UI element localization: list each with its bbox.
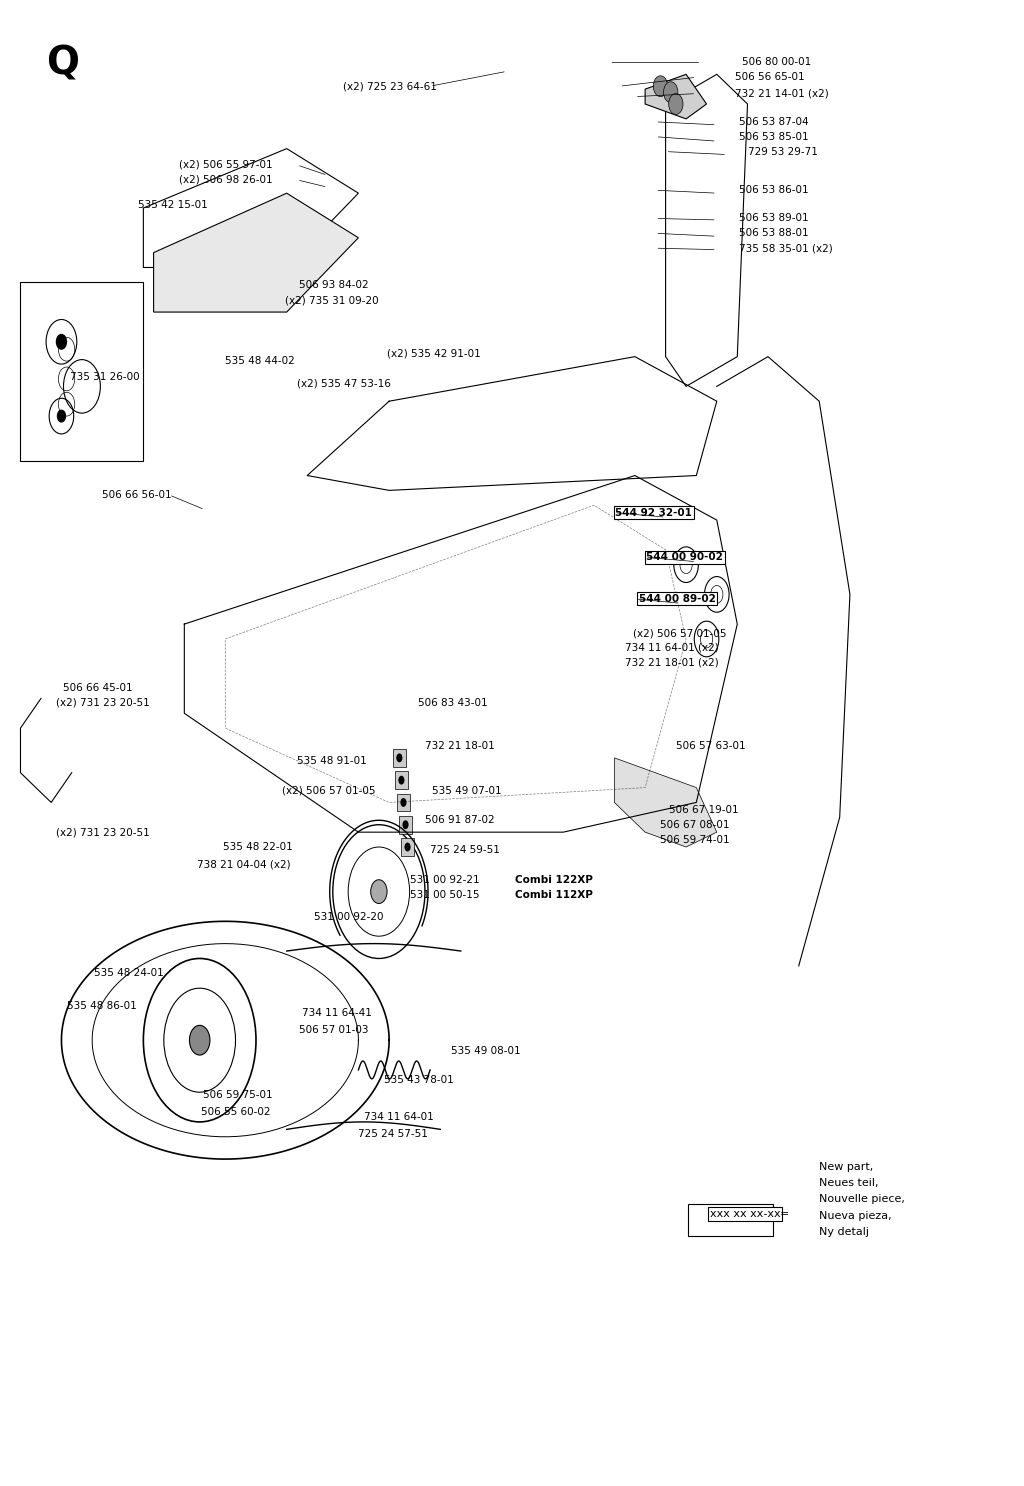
Text: 506 80 00-01: 506 80 00-01: [742, 58, 812, 67]
Text: 732 21 18-01 (x2): 732 21 18-01 (x2): [625, 658, 719, 667]
Text: 535 48 44-02: 535 48 44-02: [225, 357, 295, 366]
Text: 535 48 22-01: 535 48 22-01: [223, 843, 293, 851]
Text: 506 59 75-01: 506 59 75-01: [203, 1091, 272, 1100]
Text: (x2) 535 47 53-16: (x2) 535 47 53-16: [297, 379, 391, 388]
Text: xxx xx xx-xx: xxx xx xx-xx: [710, 1210, 780, 1219]
Circle shape: [189, 1025, 210, 1055]
Text: =: =: [780, 1210, 790, 1219]
Text: 734 11 64-01: 734 11 64-01: [364, 1113, 433, 1122]
Bar: [401, 838, 414, 856]
Text: 535 48 91-01: 535 48 91-01: [297, 756, 367, 765]
Text: (x2) 506 55 97-01: (x2) 506 55 97-01: [179, 160, 272, 169]
Text: 544 00 89-02: 544 00 89-02: [639, 594, 716, 603]
Polygon shape: [666, 74, 748, 386]
Text: 535 42 15-01: 535 42 15-01: [138, 201, 208, 210]
Circle shape: [669, 94, 683, 114]
Text: 544 00 90-02: 544 00 90-02: [646, 553, 723, 562]
Bar: [397, 794, 410, 811]
Text: 535 49 07-01: 535 49 07-01: [432, 786, 502, 795]
Text: 535 43 78-01: 535 43 78-01: [384, 1076, 454, 1085]
Text: Combi 112XP: Combi 112XP: [515, 890, 593, 899]
Text: 734 11 64-01 (x2): 734 11 64-01 (x2): [625, 643, 719, 652]
Text: 506 56 65-01: 506 56 65-01: [735, 73, 805, 82]
Text: 535 48 24-01: 535 48 24-01: [94, 969, 164, 978]
Polygon shape: [143, 149, 358, 267]
Text: (x2) 731 23 20-51: (x2) 731 23 20-51: [56, 698, 151, 707]
Polygon shape: [154, 193, 358, 312]
Text: 506 57 63-01: 506 57 63-01: [676, 742, 745, 750]
Text: 506 53 87-04: 506 53 87-04: [739, 117, 809, 126]
Text: 732 21 18-01: 732 21 18-01: [425, 742, 495, 750]
Text: (x2) 731 23 20-51: (x2) 731 23 20-51: [56, 828, 151, 837]
Text: (x2) 506 98 26-01: (x2) 506 98 26-01: [179, 175, 272, 184]
Text: (x2) 725 23 64-61: (x2) 725 23 64-61: [343, 82, 437, 91]
Text: 725 24 57-51: 725 24 57-51: [358, 1129, 428, 1138]
Text: Q: Q: [46, 45, 79, 83]
Text: 738 21 04-04 (x2): 738 21 04-04 (x2): [197, 860, 290, 869]
Text: 531 00 50-15: 531 00 50-15: [410, 890, 482, 899]
Circle shape: [57, 410, 66, 422]
Text: Neues teil,: Neues teil,: [819, 1178, 879, 1187]
Text: 735 58 35-01 (x2): 735 58 35-01 (x2): [739, 244, 834, 253]
Text: (x2) 535 42 91-01: (x2) 535 42 91-01: [387, 349, 481, 358]
Circle shape: [56, 334, 67, 349]
Text: 506 53 85-01: 506 53 85-01: [739, 132, 809, 141]
Circle shape: [398, 776, 404, 785]
Polygon shape: [614, 758, 717, 847]
Text: Nouvelle piece,: Nouvelle piece,: [819, 1195, 905, 1204]
Text: Combi 122XP: Combi 122XP: [515, 875, 593, 884]
Text: 734 11 64-41: 734 11 64-41: [302, 1009, 372, 1018]
Text: 506 53 86-01: 506 53 86-01: [739, 186, 809, 195]
Text: Nueva pieza,: Nueva pieza,: [819, 1211, 892, 1220]
Text: 506 93 84-02: 506 93 84-02: [299, 281, 369, 290]
Text: 506 55 60-02: 506 55 60-02: [201, 1107, 270, 1116]
Text: 544 92 32-01: 544 92 32-01: [615, 508, 692, 517]
Circle shape: [653, 76, 668, 97]
Text: 735 31 26-00: 735 31 26-00: [70, 373, 139, 382]
Text: 506 67 19-01: 506 67 19-01: [669, 805, 738, 814]
Circle shape: [400, 798, 407, 807]
Text: 732 21 14-01 (x2): 732 21 14-01 (x2): [735, 89, 829, 98]
Text: 535 48 86-01: 535 48 86-01: [67, 1002, 136, 1010]
Text: 729 53 29-71: 729 53 29-71: [748, 147, 817, 156]
Text: (x2) 506 57 01-05: (x2) 506 57 01-05: [282, 786, 375, 795]
Circle shape: [402, 820, 409, 829]
Text: 506 66 56-01: 506 66 56-01: [102, 490, 172, 499]
Circle shape: [371, 880, 387, 903]
Text: 506 67 08-01: 506 67 08-01: [660, 820, 730, 829]
Circle shape: [396, 753, 402, 762]
Text: 531 00 92-20: 531 00 92-20: [314, 912, 384, 921]
Circle shape: [404, 843, 411, 851]
Text: New part,: New part,: [819, 1162, 873, 1171]
Text: Ny detalj: Ny detalj: [819, 1227, 869, 1236]
Text: 506 91 87-02: 506 91 87-02: [425, 816, 495, 825]
Bar: [395, 771, 408, 789]
Text: (x2) 735 31 09-20: (x2) 735 31 09-20: [285, 296, 378, 305]
Text: 506 66 45-01: 506 66 45-01: [63, 684, 133, 692]
Text: 531 00 92-21: 531 00 92-21: [410, 875, 482, 884]
Text: 506 53 88-01: 506 53 88-01: [739, 229, 809, 238]
Circle shape: [664, 82, 678, 103]
Text: 506 59 74-01: 506 59 74-01: [660, 835, 730, 844]
Bar: [688, 1204, 773, 1236]
Text: 506 83 43-01: 506 83 43-01: [418, 698, 487, 707]
Text: (x2) 506 57 01-05: (x2) 506 57 01-05: [633, 629, 726, 637]
Text: 725 24 59-51: 725 24 59-51: [430, 846, 500, 854]
Bar: [393, 749, 406, 767]
Text: 506 57 01-03: 506 57 01-03: [299, 1025, 369, 1034]
Text: 535 49 08-01: 535 49 08-01: [451, 1046, 520, 1055]
Polygon shape: [645, 74, 707, 119]
Bar: [399, 816, 412, 834]
Text: 506 53 89-01: 506 53 89-01: [739, 214, 809, 223]
